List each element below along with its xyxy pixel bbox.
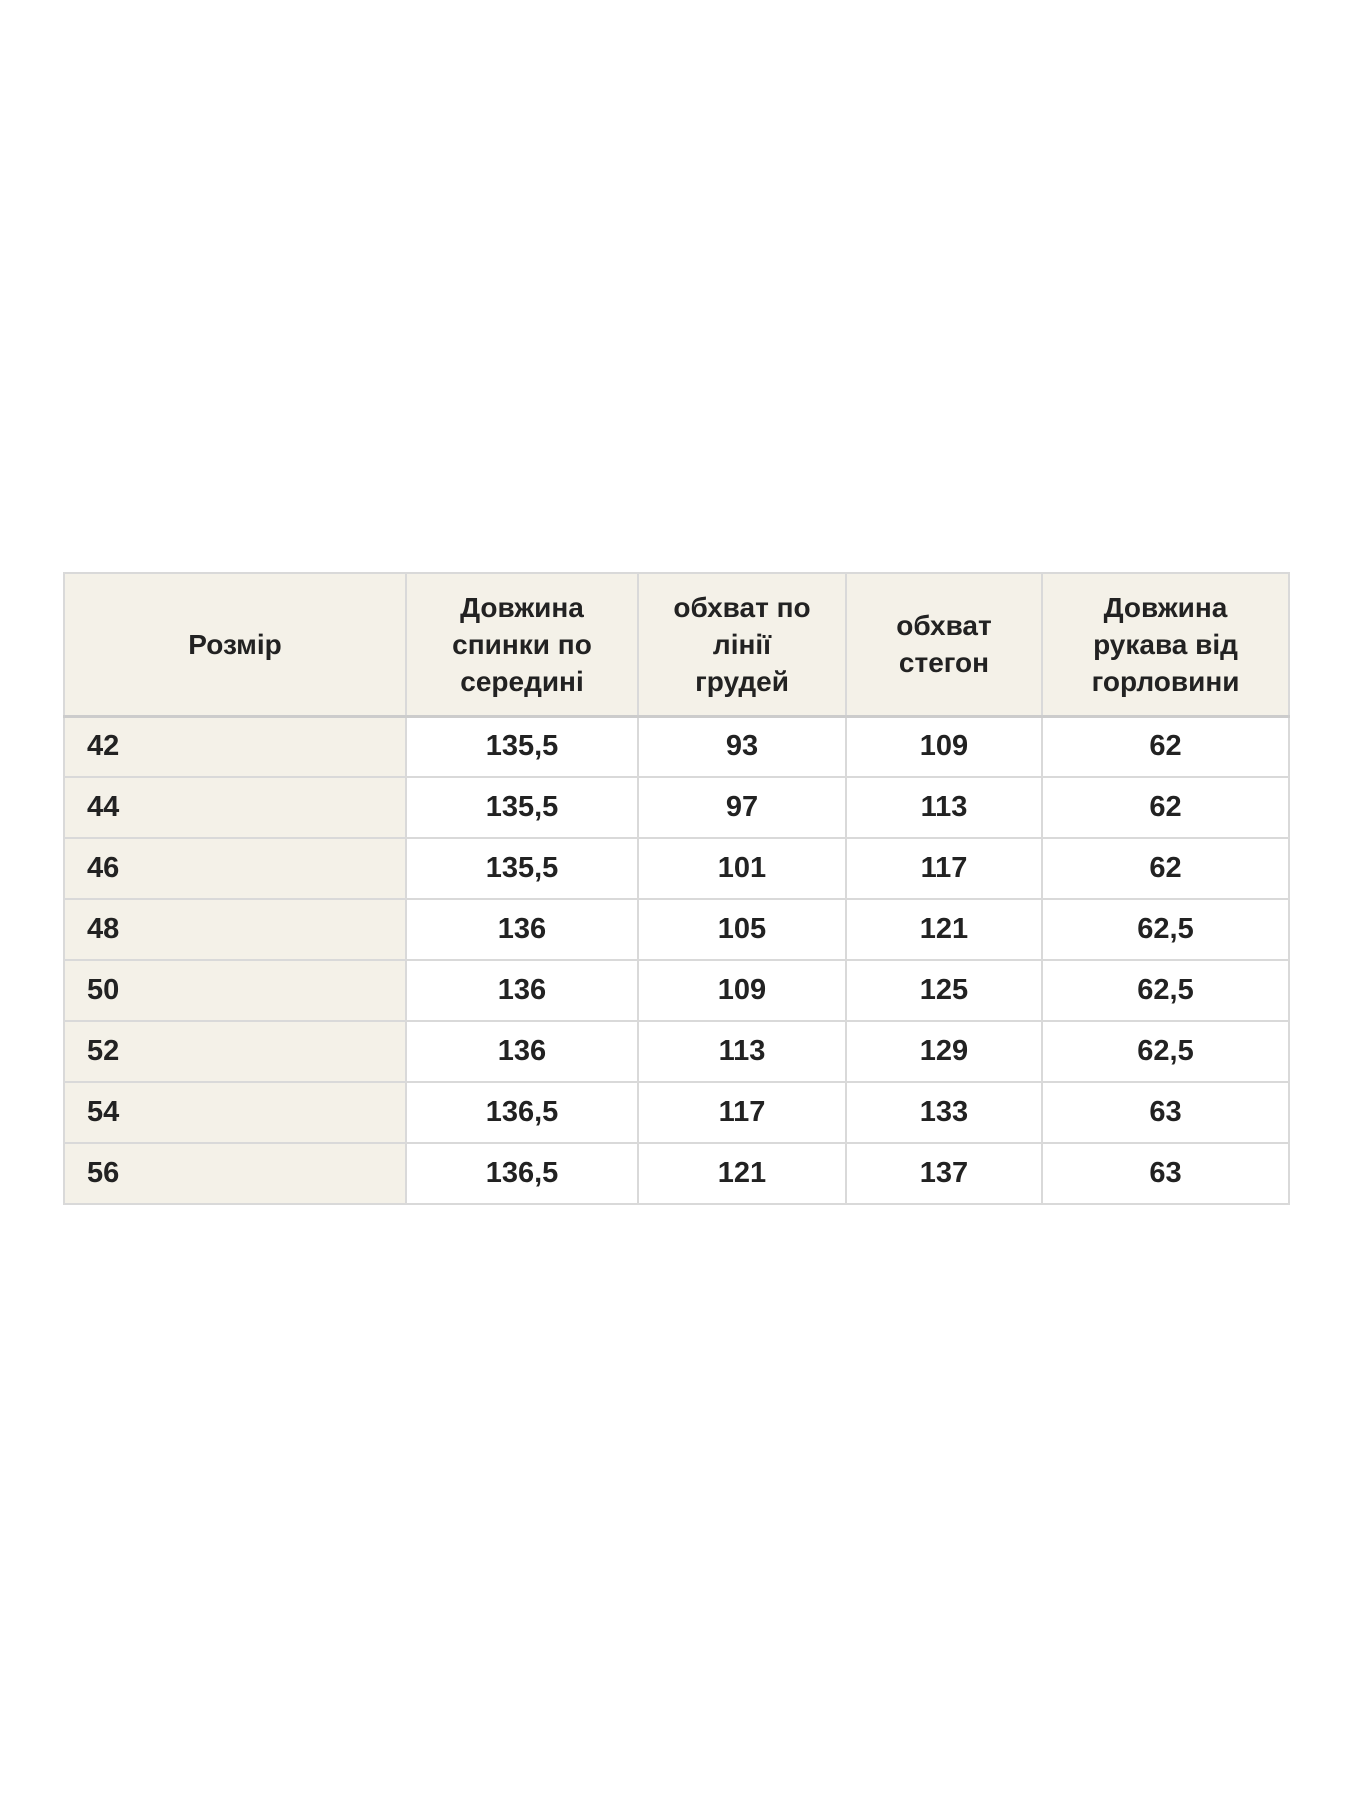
size-value-cell: 56 — [63, 1142, 407, 1205]
table-row: 48 136 105 121 62,5 — [63, 898, 1290, 961]
hip-girth-cell: 125 — [845, 959, 1043, 1022]
hip-girth-cell: 133 — [845, 1081, 1043, 1144]
size-table: Розмір Довжина спинки по середині обхват… — [63, 572, 1290, 1205]
column-header-sleeve-length: Довжина рукава від горловини — [1041, 572, 1290, 718]
size-table-header: Розмір Довжина спинки по середині обхват… — [63, 572, 1290, 718]
table-row: 56 136,5 121 137 63 — [63, 1142, 1290, 1205]
sleeve-length-cell: 63 — [1041, 1081, 1290, 1144]
sleeve-length-cell: 63 — [1041, 1142, 1290, 1205]
back-length-cell: 136 — [405, 898, 639, 961]
size-value-cell: 46 — [63, 837, 407, 900]
sleeve-length-cell: 62,5 — [1041, 898, 1290, 961]
chest-girth-cell: 101 — [637, 837, 847, 900]
size-value-cell: 50 — [63, 959, 407, 1022]
table-row: 44 135,5 97 113 62 — [63, 776, 1290, 839]
header-row: Розмір Довжина спинки по середині обхват… — [63, 572, 1290, 718]
chest-girth-cell: 93 — [637, 715, 847, 778]
chest-girth-cell: 113 — [637, 1020, 847, 1083]
sleeve-length-cell: 62,5 — [1041, 959, 1290, 1022]
sleeve-length-cell: 62,5 — [1041, 1020, 1290, 1083]
back-length-cell: 135,5 — [405, 715, 639, 778]
hip-girth-cell: 121 — [845, 898, 1043, 961]
back-length-cell: 136 — [405, 1020, 639, 1083]
size-value-cell: 54 — [63, 1081, 407, 1144]
table-row: 52 136 113 129 62,5 — [63, 1020, 1290, 1083]
hip-girth-cell: 129 — [845, 1020, 1043, 1083]
size-value-cell: 52 — [63, 1020, 407, 1083]
sleeve-length-cell: 62 — [1041, 837, 1290, 900]
column-header-hip-girth: обхват стегон — [845, 572, 1043, 718]
back-length-cell: 136,5 — [405, 1081, 639, 1144]
hip-girth-cell: 137 — [845, 1142, 1043, 1205]
size-value-cell: 44 — [63, 776, 407, 839]
size-table-body: 42 135,5 93 109 62 44 135,5 97 113 62 46… — [63, 715, 1290, 1205]
table-row: 50 136 109 125 62,5 — [63, 959, 1290, 1022]
column-header-size: Розмір — [63, 572, 407, 718]
column-header-back-length: Довжина спинки по середині — [405, 572, 639, 718]
chest-girth-cell: 97 — [637, 776, 847, 839]
table-row: 42 135,5 93 109 62 — [63, 715, 1290, 778]
column-header-chest-girth: обхват по лінії грудей — [637, 572, 847, 718]
chest-girth-cell: 121 — [637, 1142, 847, 1205]
size-value-cell: 42 — [63, 715, 407, 778]
chest-girth-cell: 105 — [637, 898, 847, 961]
hip-girth-cell: 113 — [845, 776, 1043, 839]
back-length-cell: 136,5 — [405, 1142, 639, 1205]
size-value-cell: 48 — [63, 898, 407, 961]
sleeve-length-cell: 62 — [1041, 776, 1290, 839]
back-length-cell: 135,5 — [405, 776, 639, 839]
table-row: 46 135,5 101 117 62 — [63, 837, 1290, 900]
sleeve-length-cell: 62 — [1041, 715, 1290, 778]
back-length-cell: 135,5 — [405, 837, 639, 900]
table-row: 54 136,5 117 133 63 — [63, 1081, 1290, 1144]
back-length-cell: 136 — [405, 959, 639, 1022]
hip-girth-cell: 117 — [845, 837, 1043, 900]
chest-girth-cell: 109 — [637, 959, 847, 1022]
hip-girth-cell: 109 — [845, 715, 1043, 778]
chest-girth-cell: 117 — [637, 1081, 847, 1144]
